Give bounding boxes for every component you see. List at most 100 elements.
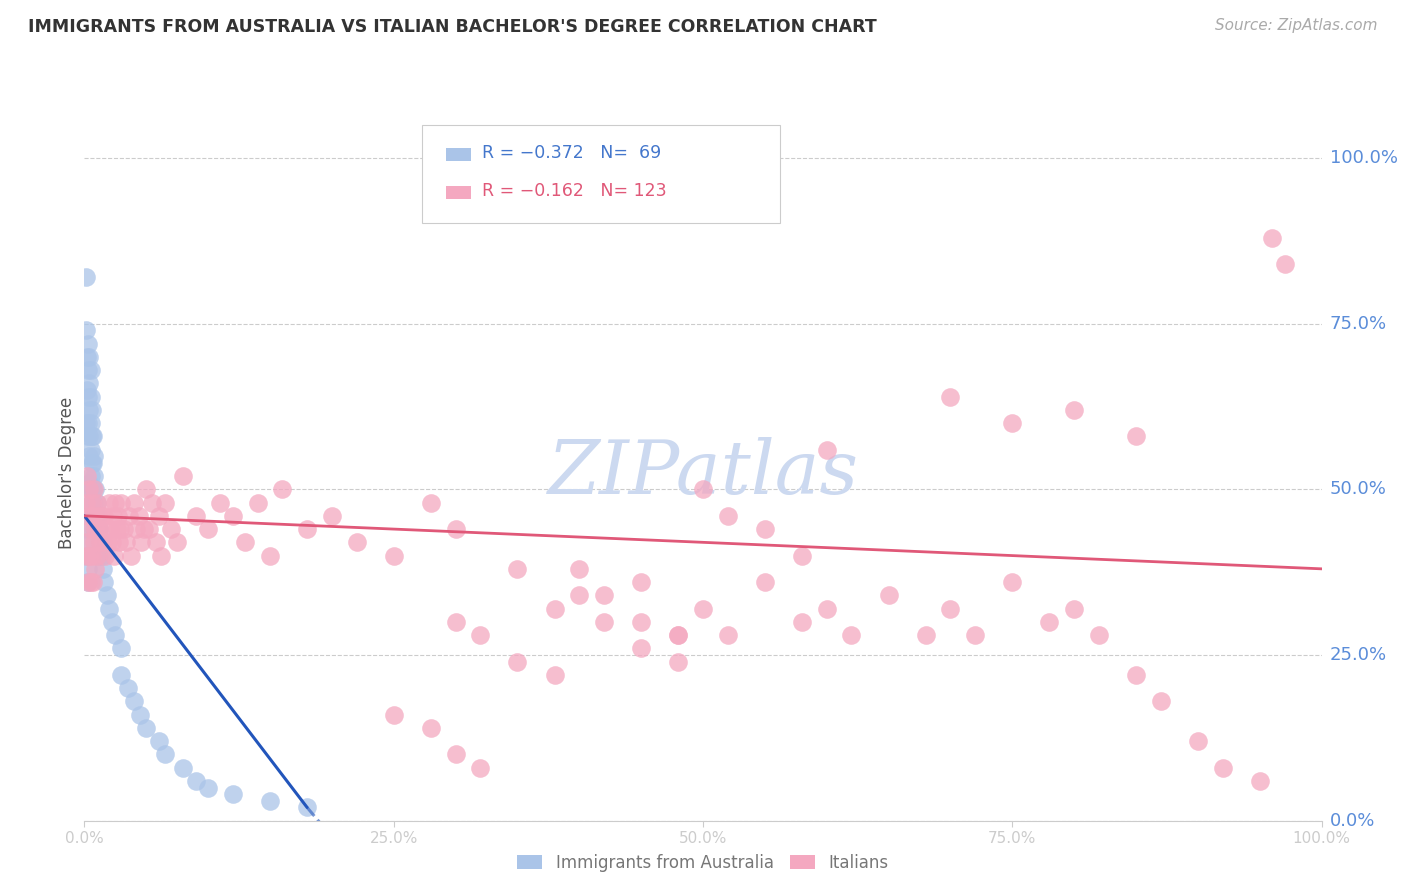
Point <box>83 469 105 483</box>
Point <box>103 549 125 563</box>
Point <box>83 495 105 509</box>
Point <box>75 270 97 285</box>
Point <box>110 668 132 682</box>
Point <box>80 508 103 523</box>
Point <box>172 469 194 483</box>
Point <box>91 535 114 549</box>
Point <box>98 601 121 615</box>
Point <box>86 549 108 563</box>
Point <box>80 549 103 563</box>
Text: R = −0.162   N= 123: R = −0.162 N= 123 <box>482 182 666 200</box>
Point <box>692 483 714 497</box>
Point <box>75 323 97 337</box>
Point <box>79 522 101 536</box>
Point <box>877 588 900 602</box>
Text: 0.0%: 0.0% <box>1330 812 1375 830</box>
Point <box>145 535 167 549</box>
Point <box>79 429 101 443</box>
Point <box>112 522 135 536</box>
Point <box>82 508 104 523</box>
Point <box>104 628 127 642</box>
Point <box>77 336 100 351</box>
Point <box>148 508 170 523</box>
Point <box>93 508 115 523</box>
Point <box>89 522 111 536</box>
Text: 25.0%: 25.0% <box>1330 646 1388 664</box>
Text: Source: ZipAtlas.com: Source: ZipAtlas.com <box>1215 18 1378 33</box>
Point <box>568 588 591 602</box>
Point <box>79 390 101 404</box>
Point <box>122 495 145 509</box>
Point <box>86 495 108 509</box>
Point <box>76 549 98 563</box>
Point <box>506 562 529 576</box>
Point <box>77 575 100 590</box>
Point <box>90 549 112 563</box>
Point <box>1125 668 1147 682</box>
Point <box>110 495 132 509</box>
Point <box>666 655 689 669</box>
Point <box>76 469 98 483</box>
Point <box>86 495 108 509</box>
Point <box>259 549 281 563</box>
Point <box>630 615 652 629</box>
Point <box>79 495 101 509</box>
Point <box>790 549 813 563</box>
Point <box>470 761 492 775</box>
Point <box>1261 230 1284 244</box>
Point <box>89 535 111 549</box>
Point <box>91 562 114 576</box>
Point <box>77 390 100 404</box>
Point <box>138 522 160 536</box>
Point <box>101 508 124 523</box>
Point <box>77 562 100 576</box>
Point <box>93 575 115 590</box>
Point <box>77 416 100 430</box>
Point <box>100 535 122 549</box>
Point <box>197 780 219 795</box>
Point <box>79 416 101 430</box>
Point <box>1063 402 1085 417</box>
Point <box>346 535 368 549</box>
Point <box>593 588 616 602</box>
Point <box>939 390 962 404</box>
Point <box>104 495 127 509</box>
Point <box>444 522 467 536</box>
Point <box>77 508 100 523</box>
Point <box>153 747 176 762</box>
Point <box>79 442 101 457</box>
Point <box>1038 615 1060 629</box>
Point <box>914 628 936 642</box>
Point <box>76 429 98 443</box>
Point <box>120 549 142 563</box>
Point <box>80 402 103 417</box>
Point <box>105 522 128 536</box>
Point <box>222 508 245 523</box>
Point <box>135 483 157 497</box>
Point <box>79 475 101 490</box>
Point <box>79 376 101 391</box>
Point <box>75 495 97 509</box>
Point <box>666 628 689 642</box>
Point <box>754 575 776 590</box>
Point <box>96 522 118 536</box>
Point <box>80 495 103 509</box>
Text: R = −0.372   N=  69: R = −0.372 N= 69 <box>482 144 661 161</box>
Point <box>717 508 740 523</box>
Point <box>150 549 173 563</box>
Text: ZIPatlas: ZIPatlas <box>547 436 859 509</box>
Point <box>79 449 101 463</box>
Point <box>115 535 138 549</box>
Point <box>1249 773 1271 788</box>
Point <box>295 522 318 536</box>
Point <box>1088 628 1111 642</box>
Point <box>630 641 652 656</box>
Point <box>108 535 131 549</box>
Point <box>117 681 139 695</box>
Point <box>141 495 163 509</box>
Point <box>87 508 110 523</box>
Point <box>83 483 105 497</box>
Point <box>222 787 245 801</box>
Point <box>84 508 107 523</box>
Point <box>153 495 176 509</box>
